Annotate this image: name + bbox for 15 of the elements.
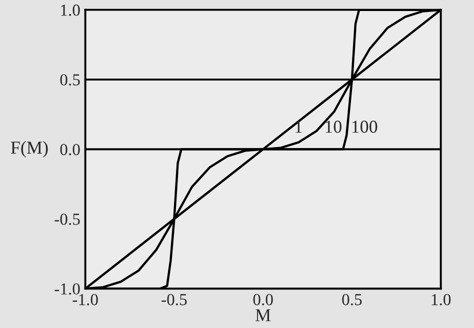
y-tick-label: 1.0: [61, 4, 80, 16]
x-tick-label: 0.5: [342, 294, 362, 306]
annotation: 100: [352, 120, 378, 133]
x-tick-label: -0.5: [162, 294, 187, 306]
x-tick-label: 1.0: [432, 294, 451, 306]
annotation: 10: [326, 120, 342, 133]
y-tick-label: -0.5: [54, 214, 80, 225]
annotation: 1: [295, 120, 302, 133]
y-tick-label: -1.0: [54, 283, 80, 295]
y-tick-label: 0.0: [60, 144, 80, 156]
x-tick-label: 0.0: [253, 294, 273, 306]
x-tick-label: -1.0: [72, 294, 98, 306]
y-axis-title: F(M): [10, 141, 48, 158]
x-axis-title: M: [256, 309, 271, 322]
y-tick-label: 0.5: [60, 74, 80, 86]
